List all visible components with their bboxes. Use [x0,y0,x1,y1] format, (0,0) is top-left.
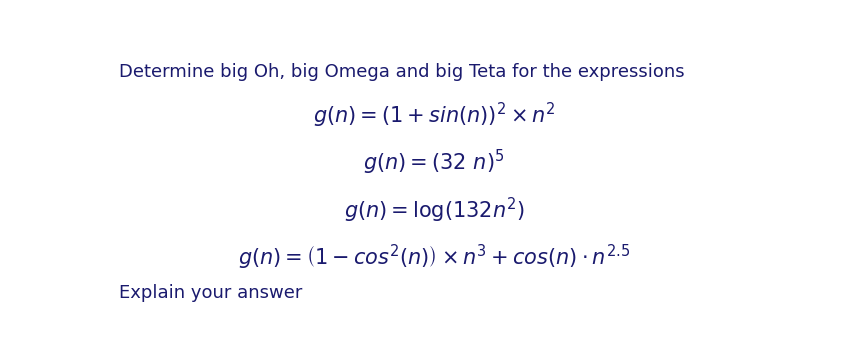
Text: Determine big Oh, big Omega and big Teta for the expressions: Determine big Oh, big Omega and big Teta… [119,63,684,81]
Text: Explain your answer: Explain your answer [119,284,302,302]
Text: $g(n) = \left(1 - cos^2(n)\right) \times n^3 + cos(n) \cdot n^{2.5}$: $g(n) = \left(1 - cos^2(n)\right) \times… [238,243,630,272]
Text: $g(n) = (32\ n)^5$: $g(n) = (32\ n)^5$ [363,148,505,178]
Text: $g(n) = (1 + sin(n))^2 \times n^2$: $g(n) = (1 + sin(n))^2 \times n^2$ [313,101,556,130]
Text: $g(n) = \log(132n^2)$: $g(n) = \log(132n^2)$ [344,196,524,225]
